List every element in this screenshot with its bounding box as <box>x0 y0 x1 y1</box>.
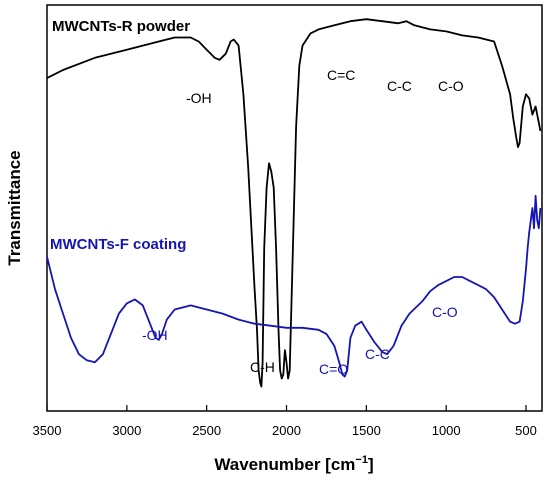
x-tick-label: 1500 <box>352 423 381 438</box>
x-tick-label: 1000 <box>432 423 461 438</box>
annotation-co-powder: C-O <box>438 78 464 94</box>
series-line-mwcnts-f <box>46 194 542 378</box>
annotation-oh-powder: -OH <box>186 90 212 106</box>
annotation-oh-coating: -OH <box>142 327 168 343</box>
annotation-cc-double-powder: C=C <box>327 67 355 83</box>
x-tick-label: 2000 <box>272 423 301 438</box>
annotation-co-double-coating: C=O <box>319 361 348 377</box>
series-line-mwcnts-r <box>46 18 542 388</box>
annotation-ch-powder: C-H <box>250 359 275 375</box>
annotation-cc-single-coating: C-C <box>365 346 390 362</box>
x-axis-title: Wavenumber [cm−1] <box>214 454 373 474</box>
x-tick-label: 3000 <box>112 423 141 438</box>
plot-area-frame <box>46 4 543 412</box>
x-tick-label: 500 <box>515 423 537 438</box>
annotation-cc-single-powder: C-C <box>387 78 412 94</box>
annotation-co-coating: C-O <box>432 304 458 320</box>
series-label-mwcnts-r: MWCNTs-R powder <box>52 18 190 35</box>
x-tick-label: 3500 <box>33 423 62 438</box>
y-axis-title: Transmittance <box>5 150 24 265</box>
series-label-mwcnts-f: MWCNTs-F coating <box>50 236 186 253</box>
x-axis-ticks: 3500 3000 2500 2000 1500 1000 500 <box>33 405 537 438</box>
x-tick-label: 2500 <box>192 423 221 438</box>
series-layer <box>46 18 542 388</box>
